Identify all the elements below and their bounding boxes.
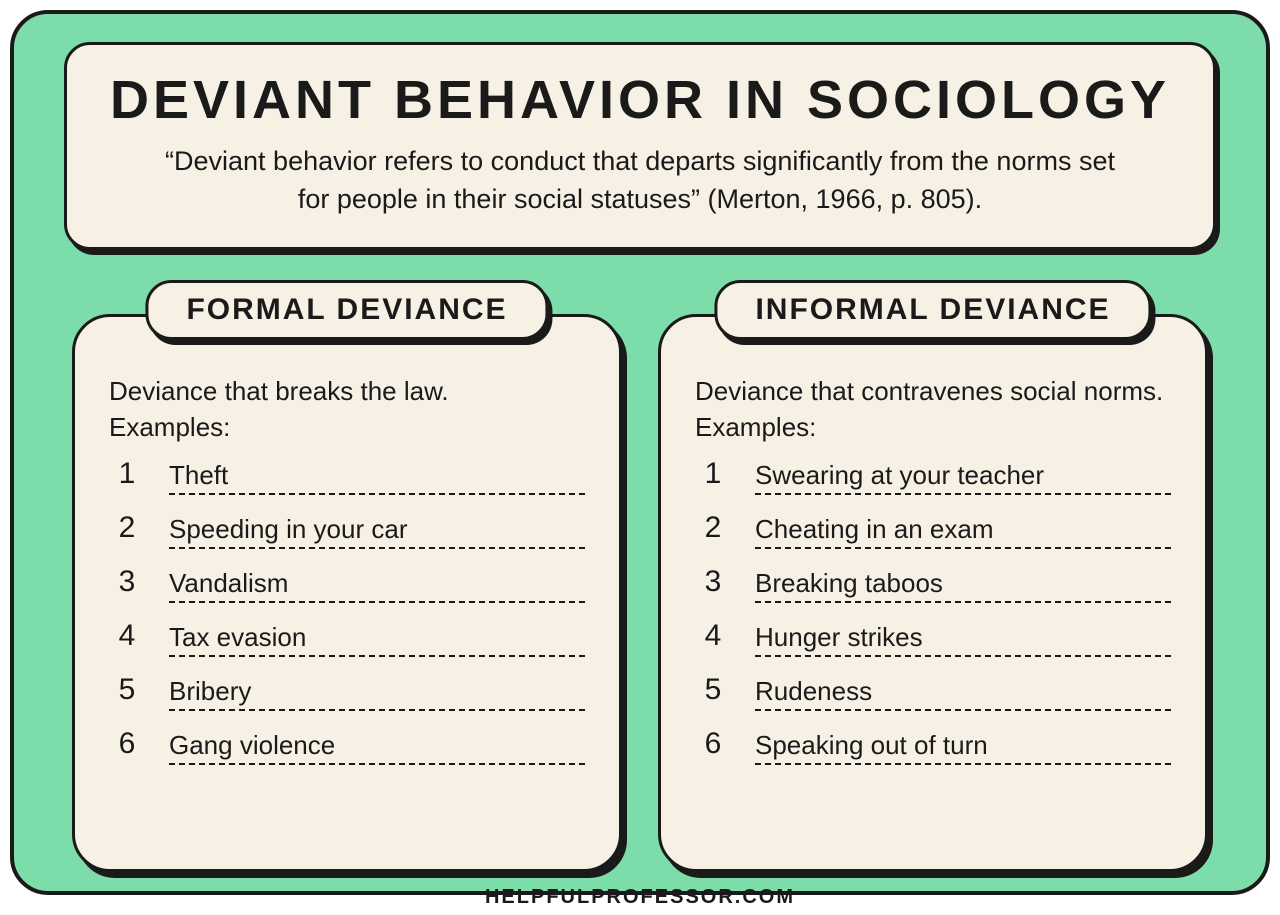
list-item: 3 Breaking taboos [695,567,1171,603]
informal-deviance-list: 1 Swearing at your teacher 2 Cheating in a… [695,459,1171,765]
formal-deviance-box: Deviance that breaks the law. Examples: … [72,314,622,872]
item-number: 4 [109,621,145,657]
formal-deviance-column: FORMAL DEVIANCE Deviance that breaks the… [72,280,622,872]
item-text: Vandalism [169,568,288,598]
formal-deviance-desc: Deviance that breaks the law. Examples: [109,373,585,446]
desc-line: Examples: [695,412,816,442]
informal-deviance-box: Deviance that contravenes social norms. … [658,314,1208,872]
item-text: Bribery [169,676,251,706]
item-number: 3 [695,567,731,603]
columns-row: FORMAL DEVIANCE Deviance that breaks the… [64,280,1216,872]
list-item: 4 Tax evasion [109,621,585,657]
item-text: Swearing at your teacher [755,460,1044,490]
list-item: 1 Theft [109,459,585,495]
item-number: 5 [109,675,145,711]
item-text: Gang violence [169,730,335,760]
footer-credit: HELPFULPROFESSOR.COM [64,872,1216,915]
item-number: 2 [109,513,145,549]
item-number: 2 [695,513,731,549]
list-item: 2 Speeding in your car [109,513,585,549]
desc-line: Deviance that breaks the law. [109,376,449,406]
item-number: 6 [695,729,731,765]
item-number: 3 [109,567,145,603]
item-text: Hunger strikes [755,622,923,652]
header-panel: DEVIANT BEHAVIOR IN SOCIOLOGY “Deviant b… [64,42,1216,250]
informal-deviance-column: INFORMAL DEVIANCE Deviance that contrave… [658,280,1208,872]
item-number: 4 [695,621,731,657]
item-text: Breaking taboos [755,568,943,598]
item-text: Theft [169,460,228,490]
main-title: DEVIANT BEHAVIOR IN SOCIOLOGY [97,69,1183,131]
item-text: Tax evasion [169,622,306,652]
list-item: 1 Swearing at your teacher [695,459,1171,495]
list-item: 3 Vandalism [109,567,585,603]
subtitle-quote: “Deviant behavior refers to conduct that… [150,143,1130,219]
informal-deviance-desc: Deviance that contravenes social norms. … [695,373,1171,446]
formal-deviance-title: FORMAL DEVIANCE [145,280,548,340]
list-item: 6 Gang violence [109,729,585,765]
list-item: 5 Bribery [109,675,585,711]
infographic-card: DEVIANT BEHAVIOR IN SOCIOLOGY “Deviant b… [10,10,1270,895]
item-number: 6 [109,729,145,765]
item-text: Rudeness [755,676,872,706]
desc-line: Examples: [109,412,230,442]
item-text: Cheating in an exam [755,514,993,544]
item-number: 1 [695,459,731,495]
list-item: 2 Cheating in an exam [695,513,1171,549]
formal-deviance-list: 1Theft 2Speeding in your car 3Vandalism … [109,459,585,765]
list-item: 5 Rudeness [695,675,1171,711]
item-number: 1 [109,459,145,495]
item-number: 5 [695,675,731,711]
item-text: Speaking out of turn [755,730,988,760]
item-text: Speeding in your car [169,514,407,544]
desc-line: Deviance that contravenes social norms. [695,376,1163,406]
list-item: 6 Speaking out of turn [695,729,1171,765]
list-item: 4 Hunger strikes [695,621,1171,657]
informal-deviance-title: INFORMAL DEVIANCE [714,280,1151,340]
